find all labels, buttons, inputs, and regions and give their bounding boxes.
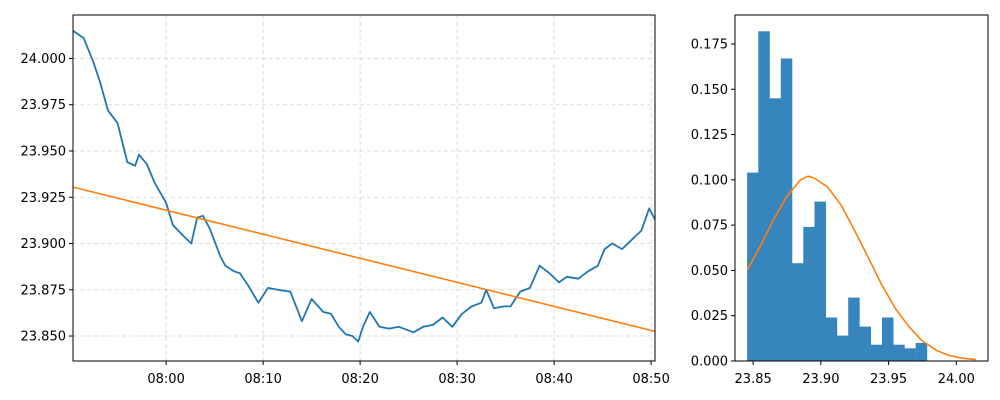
- histogram-bar: [825, 317, 838, 361]
- price-series-line: [72, 29, 656, 343]
- trend-line: [72, 186, 656, 333]
- x-tick-label: 23.95: [870, 372, 907, 387]
- y-tick-label: 0.000: [691, 355, 728, 370]
- y-tick-label: 0.075: [691, 219, 728, 234]
- histogram-y-axis: 0.000 0.025 0.050 0.075 0.100 0.125 0.150 0.175: [691, 37, 735, 370]
- histogram-bar: [792, 263, 804, 361]
- histogram-bar: [893, 344, 905, 361]
- y-tick-label: 0.025: [691, 309, 728, 324]
- x-tick-label: 08:30: [438, 372, 475, 387]
- histogram-bar: [904, 348, 916, 361]
- x-tick-label: 23.90: [802, 372, 839, 387]
- histogram-bar: [780, 58, 793, 361]
- x-tick-label: 08:10: [244, 372, 281, 387]
- histogram-bar: [848, 297, 860, 361]
- x-tick-label: 24.00: [938, 372, 975, 387]
- y-tick-label: 0.100: [691, 173, 728, 188]
- density-curve-line: [746, 175, 976, 361]
- time-series-frame: [72, 14, 656, 362]
- x-tick-label: 08:00: [147, 372, 184, 387]
- y-tick-label: 0.175: [691, 37, 728, 52]
- histogram-bar: [859, 326, 871, 361]
- histogram-bar: [769, 98, 781, 362]
- time-series-grid: [73, 15, 655, 361]
- histogram-x-axis: 23.85 23.90 23.95 24.00: [735, 361, 975, 387]
- y-tick-label: 23.875: [21, 283, 67, 298]
- time-series-y-axis: 23.850 23.875 23.900 23.925 23.950 23.975 24.0…: [21, 52, 73, 345]
- x-tick-label: 08:50: [632, 372, 669, 387]
- x-tick-label: 08:40: [535, 372, 572, 387]
- y-tick-label: 23.925: [21, 191, 67, 206]
- histogram-bar: [915, 342, 928, 361]
- histogram-bar: [870, 344, 883, 361]
- y-tick-label: 24.000: [21, 52, 67, 67]
- y-tick-label: 23.900: [21, 237, 67, 252]
- histogram-bar: [758, 31, 770, 362]
- y-tick-label: 23.975: [21, 98, 67, 113]
- y-tick-label: 0.150: [691, 83, 728, 98]
- time-series-x-axis: 08:00 08:10 08:20 08:30 08:40 08:50: [147, 361, 670, 387]
- histogram-bar: [837, 335, 849, 361]
- histogram-density-curve: [746, 175, 976, 361]
- y-tick-label: 23.950: [21, 144, 67, 159]
- y-tick-label: 0.050: [691, 264, 728, 279]
- histogram-chart: 0.000 0.025 0.050 0.075 0.100 0.125 0.150 0.175…: [691, 14, 989, 387]
- histogram-bars: [747, 31, 928, 362]
- histogram-frame: [734, 14, 989, 362]
- histogram-bar: [747, 172, 759, 361]
- time-series-lines: [72, 29, 656, 343]
- time-series-plot-area: [73, 15, 655, 361]
- y-tick-label: 23.850: [21, 330, 67, 345]
- histogram-bar: [814, 201, 826, 361]
- histogram-bar: [803, 226, 815, 361]
- x-tick-label: 08:20: [341, 372, 378, 387]
- x-tick-label: 23.85: [735, 372, 772, 387]
- histogram-bar: [882, 317, 894, 361]
- y-tick-label: 0.125: [691, 128, 728, 143]
- time-series-chart: 23.850 23.875 23.900 23.925 23.950 23.975 24.0…: [21, 14, 670, 387]
